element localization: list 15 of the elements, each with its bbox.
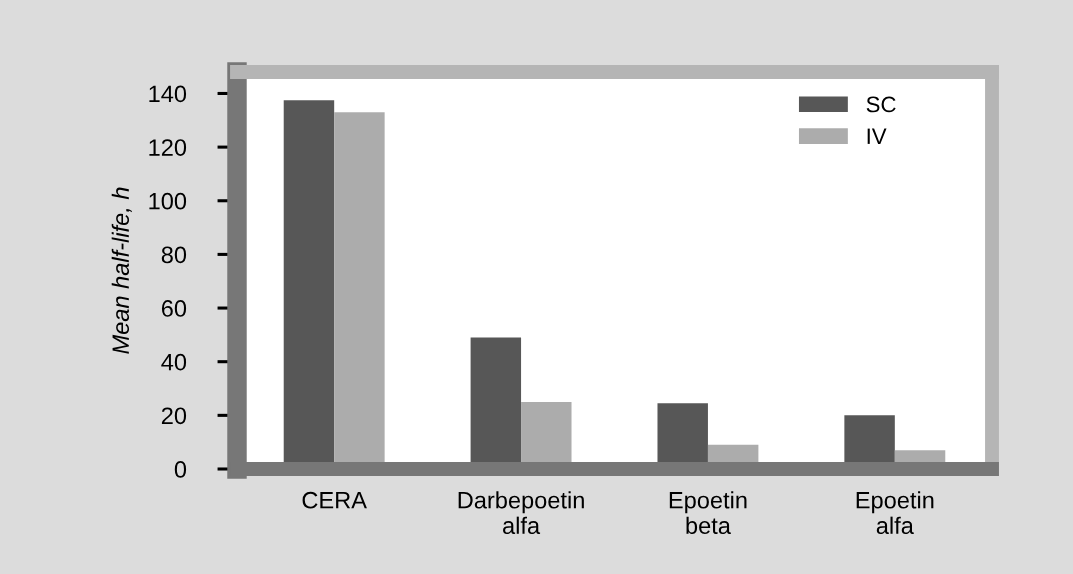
legend-label: IV bbox=[867, 128, 887, 144]
x-tick-label: CERA bbox=[302, 491, 367, 509]
y-tick-label: 80 bbox=[161, 246, 187, 264]
y-tick-label: 60 bbox=[161, 300, 187, 317]
y-tick-label: 0 bbox=[174, 461, 187, 478]
x-tick-label: Epoetin alfa bbox=[856, 491, 934, 534]
y-tick-label: 40 bbox=[161, 353, 187, 371]
x-tick-label: Epoetin beta bbox=[669, 491, 747, 534]
x-tick-label: Darbepoetin alfa bbox=[458, 491, 584, 534]
y-tick-label: 20 bbox=[161, 407, 187, 425]
legend-label: SC bbox=[866, 96, 896, 113]
y-tick-label: 140 bbox=[149, 85, 187, 103]
y-axis-title: Mean half-life, h bbox=[111, 187, 132, 354]
y-tick-label: 120 bbox=[149, 139, 187, 156]
y-tick-label: 100 bbox=[149, 192, 187, 210]
